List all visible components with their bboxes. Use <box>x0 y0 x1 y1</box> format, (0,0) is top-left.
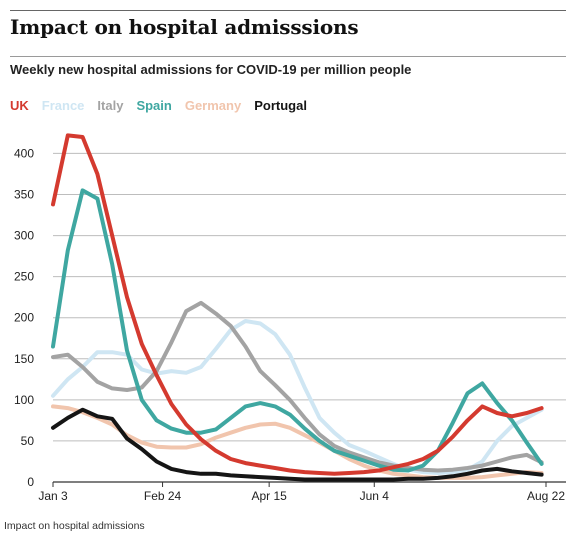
y-tick-label: 350 <box>14 188 34 202</box>
chart-legend: UK France Italy Spain Germany Portugal <box>10 98 320 113</box>
series-line-uk <box>51 133 544 476</box>
legend-item-spain: Spain <box>136 98 172 113</box>
x-tick-label: Jan 3 <box>38 489 68 503</box>
y-tick-label: 300 <box>14 229 34 243</box>
y-tick-label: 150 <box>14 352 34 366</box>
legend-item-france: France <box>41 98 85 113</box>
top-rule <box>10 10 566 11</box>
series-line-germany <box>51 404 544 480</box>
y-tick-label: 50 <box>21 434 35 448</box>
x-tick-label: Jun 4 <box>360 489 390 503</box>
y-tick-label: 400 <box>14 146 34 160</box>
legend-item-italy: Italy <box>97 98 124 113</box>
y-tick-label: 100 <box>14 393 34 407</box>
chart-subtitle: Weekly new hospital admissions for COVID… <box>10 62 412 77</box>
legend-item-uk: UK <box>10 98 29 113</box>
x-tick-label: Feb 24 <box>144 489 182 503</box>
y-tick-label: 0 <box>27 475 34 489</box>
legend-item-germany: Germany <box>184 98 242 113</box>
page-title: Impact on hospital admisssions <box>10 15 359 39</box>
legend-item-portugal: Portugal <box>254 98 307 113</box>
figure-caption: Impact on hospital admissions <box>4 520 145 532</box>
series-line-spain <box>51 188 544 473</box>
series-line-france <box>51 319 544 475</box>
y-tick-label: 250 <box>14 270 34 284</box>
x-tick-label: Apr 15 <box>251 489 287 503</box>
x-tick-label: Aug 22 <box>527 489 565 503</box>
series-line-italy <box>51 300 544 473</box>
y-tick-label: 200 <box>14 311 34 325</box>
series-line-portugal <box>51 407 544 482</box>
title-divider <box>10 56 566 57</box>
